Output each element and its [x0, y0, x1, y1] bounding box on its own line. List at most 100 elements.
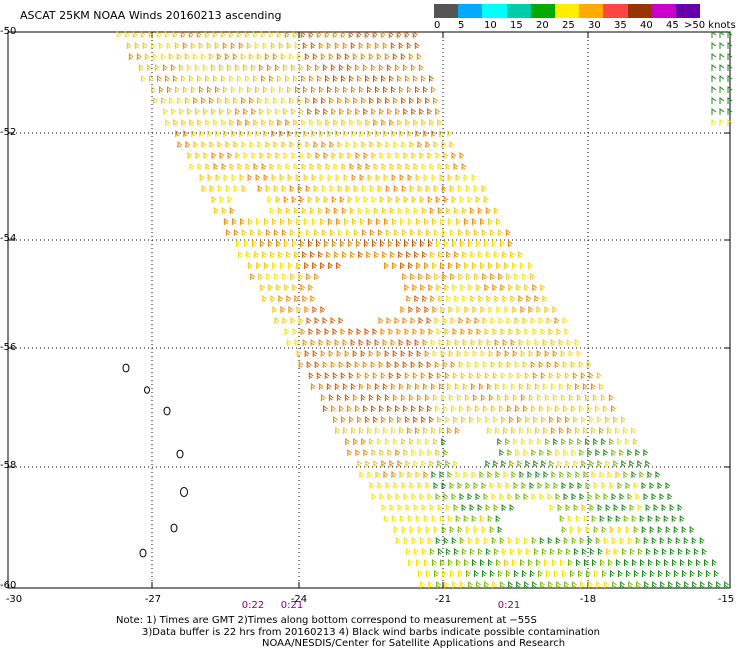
wind-barb [394, 361, 400, 368]
wind-barb [530, 570, 535, 577]
wind-barb [197, 119, 202, 126]
wind-barb [371, 152, 377, 159]
wind-barb [282, 273, 287, 280]
wind-barb [565, 460, 571, 467]
wind-barb [461, 504, 467, 511]
wind-barb [423, 471, 429, 478]
wind-barb [493, 207, 499, 214]
wind-barb [347, 405, 352, 412]
wind-barb [217, 97, 222, 104]
wind-barb [487, 515, 493, 522]
wind-barb [523, 449, 529, 456]
wind-barb [343, 174, 349, 181]
wind-barb [292, 31, 298, 38]
wind-barb [440, 262, 445, 269]
wind-barb [421, 504, 427, 511]
wind-barb [392, 53, 398, 60]
wind-barb [381, 416, 386, 423]
wind-barb [281, 141, 287, 148]
legend-label: 10 [484, 20, 497, 31]
wind-barb [573, 460, 579, 467]
wind-barb [492, 581, 497, 588]
wind-barb [166, 42, 172, 49]
wind-barb [546, 361, 552, 368]
wind-barb [635, 493, 641, 500]
wind-barb [486, 383, 492, 390]
wind-barb [528, 394, 534, 401]
wind-barb [217, 185, 223, 192]
wind-barb [512, 306, 518, 313]
wind-barb [378, 317, 384, 324]
wind-barb [126, 42, 132, 49]
wind-barb [246, 251, 251, 258]
wind-barb [468, 240, 473, 247]
wind-barb [345, 97, 350, 104]
wind-barb [727, 97, 733, 104]
wind-barb [192, 53, 198, 60]
wind-barb [586, 361, 592, 368]
wind-barb [341, 119, 346, 126]
wind-barb [232, 53, 238, 60]
wind-barb [332, 240, 337, 247]
wind-barb [254, 251, 259, 258]
wind-barb [359, 86, 364, 93]
wind-barb [338, 317, 344, 324]
wind-barb [263, 130, 269, 137]
wind-barb [193, 97, 198, 104]
wind-barb [440, 559, 445, 566]
wind-barb [681, 526, 687, 533]
wind-barb [289, 185, 295, 192]
wind-barb [565, 416, 570, 423]
wind-barb [460, 240, 465, 247]
wind-barb [270, 295, 276, 302]
wind-barb [512, 350, 518, 357]
wind-barb [296, 262, 301, 269]
wind-barb [455, 218, 461, 225]
wind-barb [283, 196, 289, 203]
wind-barb [369, 185, 375, 192]
wind-barb [377, 97, 382, 104]
wind-barb [370, 64, 376, 71]
wind-barb [384, 394, 390, 401]
wind-barb [367, 174, 373, 181]
wind-barb [208, 53, 214, 60]
wind-barb [385, 97, 390, 104]
wind-barb [421, 416, 426, 423]
wind-barb [402, 273, 407, 280]
wind-barb [165, 119, 170, 126]
wind-barb [173, 119, 178, 126]
wind-barb [361, 97, 366, 104]
wind-barb [410, 64, 416, 71]
wind-barb [587, 449, 593, 456]
wind-barb [589, 548, 595, 555]
wind-barb [422, 339, 428, 346]
wind-barb [482, 273, 487, 280]
wind-barb [307, 196, 313, 203]
wind-barb [383, 427, 388, 434]
wind-barb [474, 317, 480, 324]
wind-barb [639, 471, 645, 478]
wind-barb [645, 460, 651, 467]
wind-barb [466, 570, 471, 577]
wind-barb [571, 405, 576, 412]
wind-barb [418, 317, 424, 324]
wind-barb [442, 273, 447, 280]
wind-barb [484, 240, 489, 247]
wind-barb [375, 130, 381, 137]
wind-barb [627, 449, 633, 456]
wind-barb [344, 53, 350, 60]
wind-barb [128, 53, 134, 60]
note-line-2: 3)Data buffer is 22 hrs from 20160213 4)… [142, 627, 600, 638]
wind-barb [418, 361, 424, 368]
wind-barb [551, 471, 557, 478]
wind-barb [164, 31, 170, 38]
wind-barb [418, 273, 423, 280]
wind-barb [556, 581, 561, 588]
wind-barb [656, 559, 661, 566]
wind-barb [275, 108, 280, 115]
wind-barb [508, 284, 514, 291]
wind-barb [364, 372, 370, 379]
wind-barb [350, 251, 355, 258]
wind-barb [345, 185, 351, 192]
wind-barb [596, 372, 602, 379]
